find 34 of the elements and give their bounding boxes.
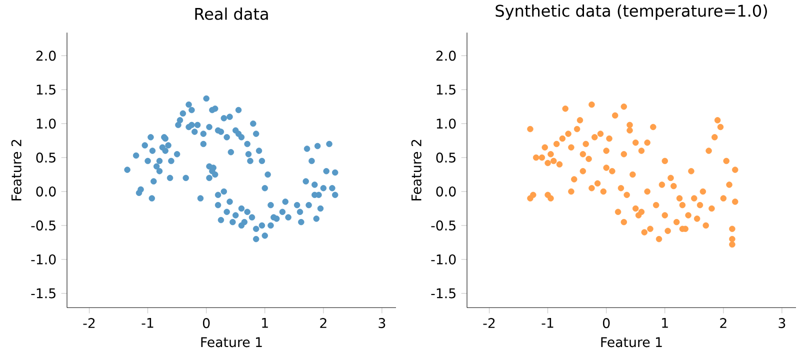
y-tick-label: 1.5 — [436, 84, 456, 95]
y-tick-label: 2.0 — [36, 50, 56, 61]
y-tick-label: -0.5 — [31, 220, 56, 231]
y-tick-label: -1.0 — [431, 254, 456, 265]
chart-title: Synthetic data (temperature=1.0) — [496, 4, 767, 20]
x-tick-label: 1 — [662, 318, 668, 328]
x-tick-label: -2 — [483, 318, 495, 328]
y-tick-label: -0.5 — [431, 220, 456, 231]
y-axis-title: Feature 2 — [11, 140, 22, 201]
y-tick-label: 2.0 — [436, 50, 456, 61]
x-tick-label: 2 — [720, 318, 726, 328]
y-tick-label: 1.5 — [36, 84, 56, 95]
x-tick-label: -1 — [142, 318, 154, 328]
y-tick-label: 0.0 — [436, 186, 456, 197]
y-tick-label: 0.5 — [36, 152, 56, 163]
y-tick-label: 0.5 — [436, 152, 456, 163]
y-tick-label: 0.0 — [36, 186, 56, 197]
y-tick-label: 1.0 — [436, 118, 456, 129]
y-axis-title: Feature 2 — [411, 140, 422, 201]
y-tick-label: 1.0 — [36, 118, 56, 129]
x-tick-label: -1 — [542, 318, 554, 328]
x-tick-label: 3 — [778, 318, 786, 328]
y-tick-label: -1.0 — [31, 254, 56, 265]
x-axis-title: Feature 1 — [601, 337, 662, 348]
x-tick-label: 0 — [202, 318, 210, 328]
y-tick-label: -1.5 — [431, 288, 456, 299]
x-tick-label: -2 — [83, 318, 95, 328]
x-tick-label: 0 — [602, 318, 610, 328]
x-axis-title: Feature 1 — [201, 337, 262, 348]
chart-title: Real data — [195, 8, 268, 20]
y-tick-label: -1.5 — [31, 288, 56, 299]
x-tick-label: 2 — [320, 318, 326, 328]
x-tick-label: 1 — [262, 318, 268, 328]
x-tick-label: 3 — [378, 318, 386, 328]
